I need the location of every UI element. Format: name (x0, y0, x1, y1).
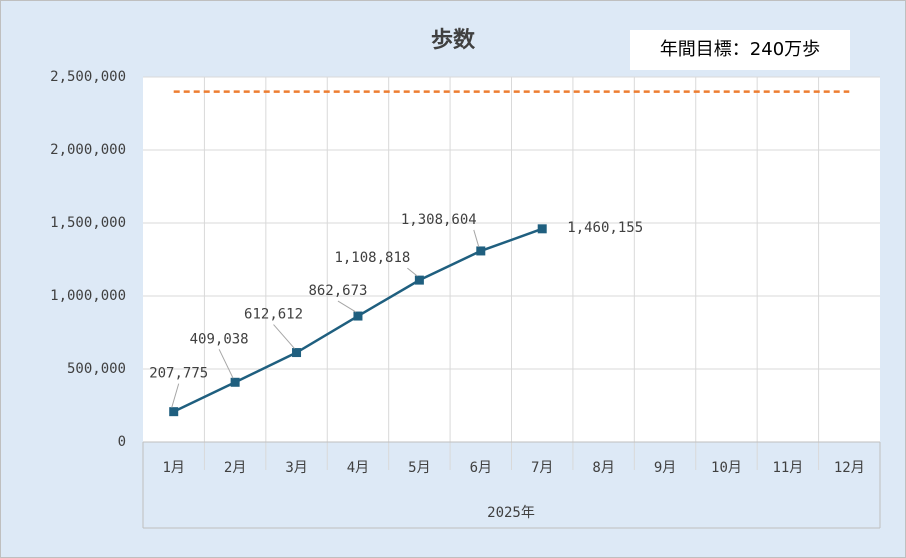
data-label: 862,673 (308, 283, 367, 299)
x-tick-label: 3月 (285, 460, 307, 476)
x-tick-label: 12月 (834, 460, 865, 476)
y-tick-label: 2,000,000 (50, 142, 126, 158)
x-tick-label: 5月 (408, 460, 430, 476)
data-point (353, 311, 363, 321)
chart-title: 歩数 (431, 27, 476, 53)
data-label: 409,038 (190, 331, 249, 347)
data-label: 207,775 (149, 366, 208, 382)
data-point (292, 348, 302, 358)
data-point (476, 246, 486, 256)
data-label: 1,108,818 (334, 250, 410, 266)
data-label: 1,460,155 (567, 220, 643, 236)
x-axis-title: 2025年 (487, 505, 535, 521)
x-tick-label: 6月 (470, 460, 492, 476)
y-tick-label: 1,000,000 (50, 288, 126, 304)
y-tick-label: 1,500,000 (50, 215, 126, 231)
x-tick-label: 9月 (654, 460, 676, 476)
leader-line (273, 324, 295, 349)
x-tick-label: 7月 (531, 460, 553, 476)
y-tick-label: 2,500,000 (50, 69, 126, 85)
x-tick-label: 10月 (711, 460, 742, 476)
x-tick-label: 11月 (772, 460, 803, 476)
annotation-box (630, 30, 850, 70)
leader-line (407, 267, 418, 277)
x-tick-label: 2月 (224, 460, 246, 476)
data-point (537, 224, 547, 234)
leader-line (218, 349, 234, 379)
leader-line (473, 229, 480, 248)
data-point (230, 377, 240, 387)
data-label: 612,612 (244, 307, 303, 323)
leader-line (171, 383, 180, 408)
x-tick-label: 1月 (162, 460, 184, 476)
y-tick-label: 0 (118, 434, 126, 450)
data-label: 1,308,604 (401, 212, 477, 228)
y-tick-label: 500,000 (67, 361, 126, 377)
annotation: 年間目標：240万歩 (660, 39, 820, 60)
x-tick-label: 4月 (347, 460, 369, 476)
data-point (169, 407, 179, 417)
data-point (414, 275, 424, 285)
x-tick-label: 8月 (592, 460, 614, 476)
leader-line (337, 300, 357, 313)
